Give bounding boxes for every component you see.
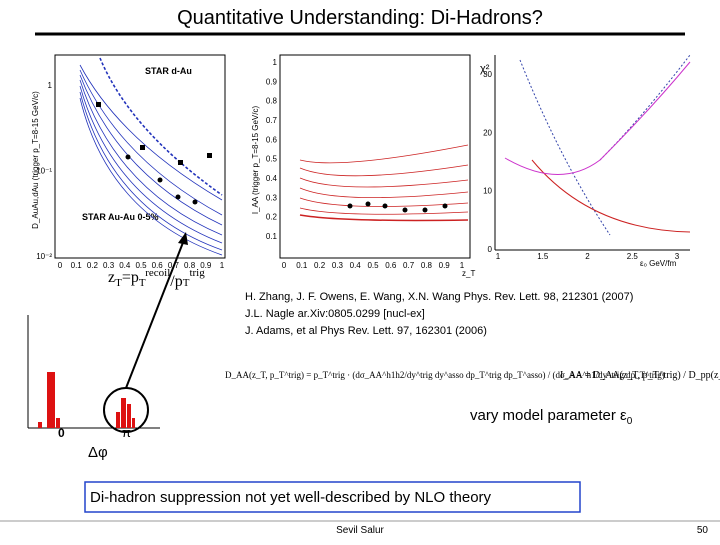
- x-label: z_T: [462, 269, 475, 278]
- y-tick-label: 0.2: [266, 213, 278, 222]
- reference: J. Adams, et al Phys Rev. Lett. 97, 1623…: [245, 325, 487, 337]
- vary-sub: 0: [627, 416, 633, 427]
- y-label: I_AA (trigger p_T=8-15 GeV/c): [251, 106, 260, 215]
- x-tick-label: 1: [460, 261, 465, 270]
- title: Quantitative Understanding: Di-Hadrons?: [177, 7, 543, 29]
- y-label: χ²: [480, 63, 490, 75]
- y-tick-label: 0: [488, 245, 493, 254]
- formula-part: trig: [189, 267, 205, 279]
- vary: vary model parameter ε: [470, 407, 627, 424]
- y-tick-label: 1: [48, 81, 53, 90]
- x-tick-label: 0.4: [350, 261, 362, 270]
- y-tick-label: 10⁻²: [36, 252, 52, 261]
- x-tick-label: 0.2: [87, 261, 99, 270]
- plot-frame: [494, 55, 690, 251]
- y-tick-label: 0.4: [266, 174, 278, 183]
- formula-part: /p: [170, 273, 182, 290]
- y-tick-label: 0.1: [266, 232, 278, 241]
- histogram: [27, 315, 160, 429]
- y-tick-label: 0.3: [266, 193, 278, 202]
- x-tick-label: 0.1: [71, 261, 83, 270]
- x-tick-label: 0.8: [184, 261, 196, 270]
- x-tick-label: 0.7: [168, 261, 180, 270]
- x-tick-label: 0.9: [200, 261, 212, 270]
- model-curves: [504, 54, 691, 236]
- formula-part: =p: [122, 269, 139, 286]
- vary-text: vary model parameter ε0: [470, 407, 633, 427]
- formula-part: z: [108, 269, 115, 286]
- x-tick-label: 0.4: [119, 261, 131, 270]
- conclusion-box: [84, 481, 581, 513]
- x-tick-label: 0.6: [152, 261, 164, 270]
- y-tick-label: 0.6: [266, 135, 278, 144]
- reference: J.L. Nagle ar.Xiv:0805.0299 [nucl-ex]: [245, 308, 425, 320]
- conclusion: Di-hadron suppression not yet well-descr…: [90, 489, 492, 506]
- y-tick-label: 20: [483, 128, 492, 137]
- y-tick-label: 10⁻¹: [36, 167, 52, 176]
- arrow-head: [178, 232, 188, 245]
- page-number: 50: [697, 525, 709, 536]
- x-tick-label: 1: [496, 252, 501, 261]
- x-tick-label: 2: [585, 252, 590, 261]
- y-tick-label: 30: [483, 70, 492, 79]
- x-tick-label: 0: [58, 261, 63, 270]
- model-curves: [299, 144, 469, 222]
- y-label: D_AuAu,dAu (trigger p_T=8-15 GeV/c): [31, 91, 40, 229]
- x-tick-label: 0.3: [103, 261, 115, 270]
- x-tick-label: 2.5: [627, 252, 639, 261]
- x-tick-label: 0.3: [332, 261, 344, 270]
- x-tick-label: 0.5: [135, 261, 147, 270]
- x-tick-label: 1: [220, 261, 225, 270]
- legend: STAR d-Au: [145, 66, 192, 76]
- data-points: [96, 102, 212, 205]
- references: H. Zhang, J. F. Owens, E. Wang, X.N. Wan…: [245, 291, 633, 337]
- y-tick-label: 0.9: [266, 77, 278, 86]
- model-curves: [79, 57, 223, 256]
- arrow: [125, 239, 185, 389]
- x-tick-label: 0.8: [421, 261, 433, 270]
- y-tick-label: 0.5: [266, 155, 278, 164]
- formula-part: T: [183, 277, 190, 289]
- formula-part: recoil: [145, 267, 170, 279]
- plot-frame: [54, 54, 226, 259]
- legend: STAR Au-Au 0-5%: [82, 212, 159, 222]
- x-tick-label: 0.1: [296, 261, 308, 270]
- x-tick-label: 0.2: [314, 261, 326, 270]
- y-tick-label: 10: [483, 187, 492, 196]
- data-points: [347, 201, 448, 213]
- formula-part: T: [139, 277, 146, 289]
- x-tick-label: 0.6: [385, 261, 397, 270]
- formula: I_AA = D_AA(z_T, p_T^trig) / D_pp(z_T, p…: [560, 370, 720, 381]
- x-tick-label: 0.9: [439, 261, 451, 270]
- y-tick-label: 0.7: [266, 116, 278, 125]
- y-tick-label: 0.8: [266, 97, 278, 106]
- hist-axis: Δφ: [88, 444, 108, 461]
- hist-label: 0: [58, 426, 65, 440]
- x-label: ε₀ GeV/fm: [640, 259, 677, 268]
- x-tick-label: 3: [675, 252, 680, 261]
- author: Sevil Salur: [336, 525, 384, 536]
- x-tick-label: 0: [282, 261, 287, 270]
- zt-formula: zT=pTrecoil/pTtrig: [108, 267, 205, 290]
- x-tick-label: 1.5: [537, 252, 549, 261]
- x-tick-label: 0.5: [367, 261, 379, 270]
- reference: H. Zhang, J. F. Owens, E. Wang, X.N. Wan…: [245, 291, 633, 303]
- y-tick-label: 1: [273, 58, 278, 67]
- formula-part: T: [115, 277, 122, 289]
- formula: D_AA(z_T, p_T^trig) = p_T^trig · (dσ_AA^…: [225, 370, 665, 380]
- plot-frame: [279, 54, 471, 259]
- x-tick-label: 0.7: [403, 261, 415, 270]
